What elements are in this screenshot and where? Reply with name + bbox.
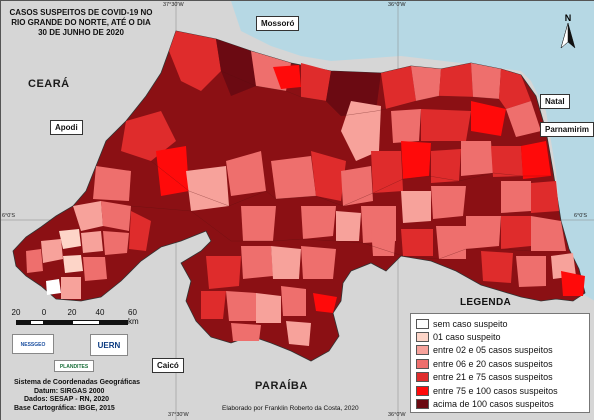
- credits: Sistema de Coordenadas Geográficas Datum…: [14, 379, 164, 413]
- logo-plandites-text: PLANDITES: [59, 364, 89, 370]
- legend-swatch: [416, 358, 429, 369]
- coord-bottom-right: 36°0'W: [388, 412, 406, 418]
- logo-uern: UERN: [90, 334, 128, 356]
- scale-labels: 20 0 20 40 60 km: [11, 308, 152, 326]
- place-label-parnamirim: Parnamirim: [540, 122, 594, 137]
- legend-swatch: [416, 345, 429, 356]
- legend-swatch: [416, 385, 429, 396]
- coord-top-left: 37°30'W: [163, 2, 184, 8]
- scale-label: 20: [11, 308, 21, 317]
- scale-segment: [100, 320, 128, 325]
- scale-segment: [72, 320, 100, 325]
- legend-swatch: [416, 372, 429, 383]
- legend-label: entre 75 e 100 casos suspeitos: [433, 385, 558, 396]
- legend-title: LEGENDA: [460, 297, 511, 308]
- legend-swatch: [416, 399, 429, 410]
- scale-bar: 20 0 20 40 60 km: [12, 308, 152, 332]
- legend-label: sem caso suspeito: [433, 318, 508, 329]
- legend-swatch: [416, 318, 429, 329]
- legend-label: acima de 100 casos suspeitos: [433, 399, 554, 410]
- municipal-borders: [130, 70, 551, 260]
- legend-item: sem caso suspeito: [416, 317, 584, 330]
- legend-item: entre 75 e 100 casos suspeitos: [416, 384, 584, 397]
- scale-label: 60 km: [128, 308, 139, 326]
- map-title: CASOS SUSPEITOS DE COVID-19 NO RIO GRAND…: [9, 8, 153, 37]
- coord-bottom-left: 37°30'W: [168, 412, 189, 418]
- legend: sem caso suspeito 01 caso suspeito entre…: [410, 313, 590, 413]
- logo-nessgeo-text: NESSGEO: [20, 342, 46, 348]
- state-label-ceara: CEARÁ: [28, 78, 70, 90]
- legend-label: entre 21 e 75 casos suspeitos: [433, 372, 553, 383]
- legend-item: entre 06 e 20 casos suspeitos: [416, 357, 584, 370]
- municipalities: [26, 31, 585, 346]
- legend-label: entre 06 e 20 casos suspeitos: [433, 358, 553, 369]
- legend-swatch: [416, 332, 429, 343]
- place-label-apodi: Apodi: [50, 120, 83, 135]
- legend-label: 01 caso suspeito: [433, 332, 501, 343]
- scale-label: 40: [95, 308, 105, 317]
- state-label-paraiba: PARAÍBA: [255, 380, 308, 392]
- logo-uern-text: UERN: [97, 341, 121, 350]
- legend-item: entre 21 e 75 casos suspeitos: [416, 371, 584, 384]
- place-label-natal: Natal: [540, 94, 570, 109]
- legend-label: entre 02 e 05 casos suspeitos: [433, 345, 553, 356]
- place-label-mossoro: Mossoró: [256, 16, 300, 31]
- coord-right-lat: 6°0'S: [574, 213, 588, 219]
- credit-line: Base Cartográfica: IBGE, 2015: [14, 404, 115, 412]
- logo-plandites: PLANDITES: [54, 360, 94, 372]
- scale-segment: [30, 320, 44, 325]
- credit-line: Datum: SIRGAS 2000: [34, 387, 105, 395]
- legend-item: acima de 100 casos suspeitos: [416, 397, 584, 410]
- north-arrow-icon: N: [560, 13, 576, 49]
- north-label: N: [565, 13, 572, 23]
- logos: NESSGEO UERN PLANDITES: [12, 334, 157, 374]
- author-credit: Elaborado por Franklin Roberto da Costa,…: [222, 405, 359, 412]
- legend-item: entre 02 e 05 casos suspeitos: [416, 344, 584, 357]
- legend-item: 01 caso suspeito: [416, 330, 584, 343]
- scale-label: 20: [67, 308, 77, 317]
- logo-nessgeo: NESSGEO: [12, 334, 54, 354]
- coord-top-right: 36°0'W: [388, 2, 406, 8]
- coord-left-lat: 6°0'S: [2, 213, 16, 219]
- scale-segment: [44, 320, 72, 325]
- credit-line: Sistema de Coordenadas Geográficas: [14, 379, 141, 386]
- scale-label: 0: [41, 308, 47, 317]
- scale-segment: [16, 320, 30, 325]
- credit-line: Dados: SESAP - RN, 2020: [24, 396, 110, 403]
- place-label-caico: Caicó: [152, 358, 184, 373]
